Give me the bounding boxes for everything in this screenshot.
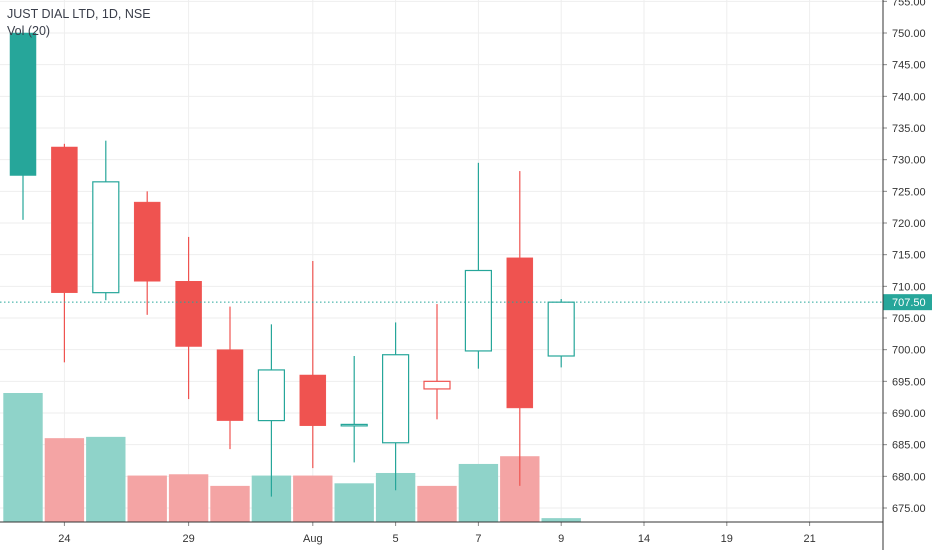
candle-body xyxy=(51,146,78,293)
price-tick-label: 690.00 xyxy=(892,408,926,420)
time-tick-label: 29 xyxy=(182,533,194,545)
candle-body xyxy=(216,349,244,421)
volume-bar xyxy=(86,436,126,522)
volume-bar xyxy=(127,475,167,522)
candle-body xyxy=(382,354,410,444)
volume-bar xyxy=(44,438,85,522)
time-tick-label: 5 xyxy=(393,533,399,545)
time-tick-label: 21 xyxy=(803,533,815,545)
time-tick-label: 14 xyxy=(638,533,650,545)
volume-bar xyxy=(458,463,499,522)
price-tick-label: 715.00 xyxy=(892,250,926,262)
candle-body xyxy=(299,374,327,426)
time-tick-label: Aug xyxy=(303,533,323,545)
price-tick-label: 685.00 xyxy=(892,440,926,452)
volume-bars xyxy=(3,393,581,522)
volume-bar xyxy=(293,475,333,522)
price-tick-label: 700.00 xyxy=(892,345,926,357)
price-tick-label: 755.00 xyxy=(892,0,926,8)
volume-bar xyxy=(417,485,457,522)
price-tick-label: 720.00 xyxy=(892,218,926,230)
volume-bar xyxy=(541,518,581,522)
price-tick-label: 730.00 xyxy=(892,155,926,167)
price-tick-label: 705.00 xyxy=(892,313,926,325)
grid xyxy=(0,0,883,522)
price-tick-label: 680.00 xyxy=(892,471,926,483)
candle-body xyxy=(9,32,37,176)
candle-body xyxy=(133,201,161,282)
candle-body xyxy=(423,380,451,390)
time-tick-label: 9 xyxy=(558,533,564,545)
candle-body xyxy=(257,369,285,422)
volume-bar xyxy=(3,393,43,522)
time-tick-label: 7 xyxy=(475,533,481,545)
price-tick-label: 675.00 xyxy=(892,503,926,515)
price-tick-label: 740.00 xyxy=(892,91,926,103)
candles xyxy=(9,29,575,497)
volume-bar xyxy=(168,474,209,522)
candle-body xyxy=(340,423,368,427)
candle-body xyxy=(506,257,534,409)
time-axis[interactable]: 24 29 Aug 5 7 9 14 19 21 xyxy=(0,521,883,545)
price-tick-label: 710.00 xyxy=(892,281,926,293)
price-tick-label: 695.00 xyxy=(892,376,926,388)
last-price-label: 707.50 xyxy=(892,297,926,309)
candle-body xyxy=(464,269,492,352)
price-tick-label: 725.00 xyxy=(892,186,926,198)
time-tick-label: 19 xyxy=(721,533,733,545)
candle-body xyxy=(92,181,120,294)
time-tick-label: 24 xyxy=(58,533,70,545)
price-axis[interactable]: 755.00 750.00 745.00 740.00 735.00 730.00 725.… xyxy=(882,0,932,550)
last-price-tag xyxy=(883,294,932,311)
candle-body xyxy=(175,281,202,347)
volume-bar xyxy=(334,483,374,522)
price-tick-label: 745.00 xyxy=(892,60,926,72)
price-tick-label: 735.00 xyxy=(892,123,926,135)
price-tick-label: 750.00 xyxy=(892,28,926,40)
candle-body xyxy=(547,301,575,357)
volume-bar xyxy=(210,485,250,522)
